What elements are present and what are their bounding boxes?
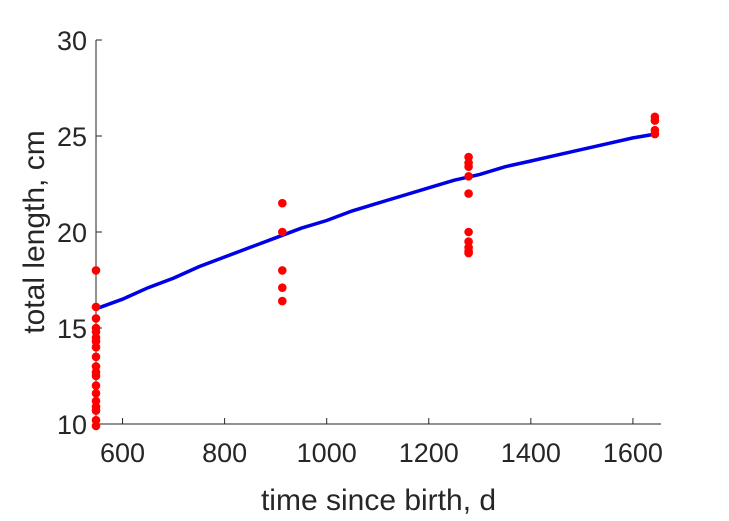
y-tick-label: 25 <box>57 122 87 152</box>
x-axis-label: time since birth, d <box>261 484 496 517</box>
x-tick-label: 1200 <box>399 438 459 468</box>
x-tick-label: 1000 <box>297 438 357 468</box>
data-point <box>650 116 660 125</box>
data-point <box>91 406 101 415</box>
data-point <box>91 421 101 431</box>
data-points-group <box>91 112 660 431</box>
data-point <box>91 266 101 275</box>
data-point <box>464 172 473 181</box>
data-point <box>278 266 287 275</box>
data-point <box>278 227 287 237</box>
data-point <box>278 296 287 306</box>
data-point <box>464 162 473 171</box>
fit-curve-line <box>95 132 656 311</box>
data-point <box>278 198 287 208</box>
x-tick-label: 1400 <box>501 438 561 468</box>
data-point <box>464 227 473 237</box>
data-point <box>91 342 101 352</box>
data-point <box>650 129 660 139</box>
x-tick-label: 600 <box>100 438 145 468</box>
y-tick-label: 30 <box>57 26 87 56</box>
y-tick-label: 20 <box>57 218 87 248</box>
x-tick-label: 800 <box>202 438 247 468</box>
data-point <box>464 189 473 198</box>
y-axis-label: total length, cm <box>18 130 51 333</box>
data-point <box>91 302 101 312</box>
data-point <box>91 389 101 398</box>
y-tick-label: 10 <box>57 410 87 440</box>
axes: 600 800 1000 1200 1400 1600 10 15 20 25 30 <box>57 26 663 468</box>
data-point <box>91 352 101 362</box>
fit-curve-group <box>95 132 656 311</box>
data-point <box>278 283 287 293</box>
x-tick-label: 1600 <box>603 438 663 468</box>
y-tick-label: 15 <box>57 314 87 344</box>
data-point <box>91 314 101 323</box>
data-point <box>464 248 473 258</box>
data-point <box>91 381 101 390</box>
data-point <box>91 371 101 381</box>
